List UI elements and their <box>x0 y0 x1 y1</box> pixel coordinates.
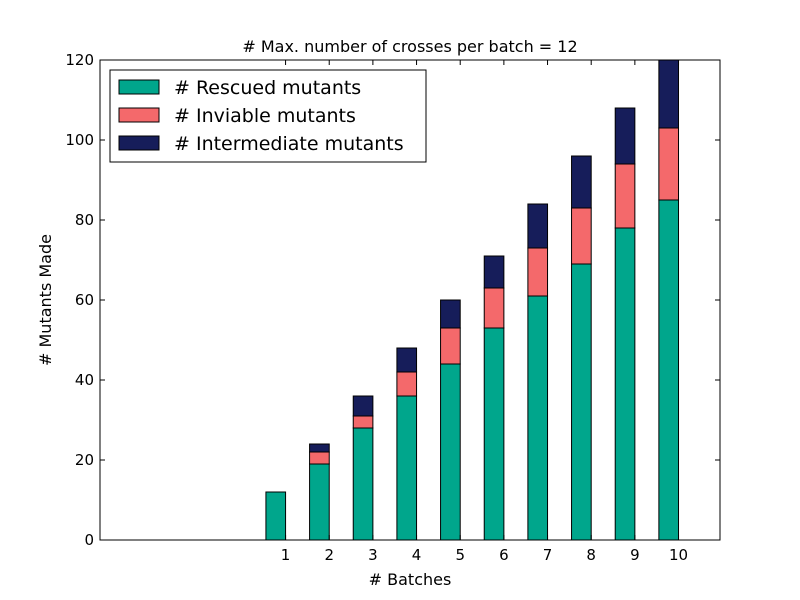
bar-segment-1-batch-10 <box>658 199 680 541</box>
bar-segment-1-batch-8 <box>571 263 592 541</box>
x-tick-label: 8 <box>586 546 596 564</box>
ticks-group: 0 20 40 60 80 100 120 1 2 3 4 5 6 7 8 9 10 <box>65 51 720 564</box>
legend-label-3: # Intermediate mutants <box>174 133 404 155</box>
bar-segment-3-batch-5 <box>440 299 461 329</box>
x-tick-label: 4 <box>412 546 422 564</box>
y-axis-label: # Mutants Made <box>36 234 55 366</box>
chart-title: # Max. number of crosses per batch = 12 <box>242 37 577 56</box>
bar-segment-3-batch-10 <box>658 59 680 129</box>
bar-segment-1-batch-3 <box>352 427 374 541</box>
legend-swatch-3 <box>118 135 160 151</box>
bars-group <box>265 59 680 541</box>
legend-frame <box>109 69 427 163</box>
x-tick-label: 10 <box>669 546 688 564</box>
bar-segment-3-batch-6 <box>483 255 505 289</box>
bar-segment-2-batch-7 <box>527 247 549 297</box>
legend-swatch-2 <box>118 107 160 123</box>
bar-segment-2-batch-6 <box>483 287 505 329</box>
legend-label-2: # Inviable mutants <box>174 105 356 127</box>
bar-segment-3-batch-3 <box>352 395 374 417</box>
legend-label-1: # Rescued mutants <box>174 77 361 99</box>
bar-segment-1-batch-1 <box>265 491 287 541</box>
bar-segment-1-batch-5 <box>440 363 461 541</box>
bar-segment-1-batch-7 <box>527 295 549 541</box>
bar-segment-1-batch-2 <box>309 463 330 541</box>
x-tick-label: 5 <box>455 546 465 564</box>
bar-segment-2-batch-4 <box>396 371 418 397</box>
bar-segment-3-batch-7 <box>527 203 549 249</box>
bar-segment-2-batch-8 <box>571 207 592 265</box>
y-tick-label: 60 <box>75 291 94 309</box>
legend: # Rescued mutants # Inviable mutants # Int… <box>109 69 427 163</box>
bar-segment-3-batch-8 <box>571 155 592 209</box>
bar-segment-2-batch-9 <box>614 163 636 229</box>
y-tick-label: 120 <box>65 51 94 69</box>
x-tick-label: 9 <box>630 546 640 564</box>
bar-segment-3-batch-2 <box>309 443 330 453</box>
x-tick-label: 3 <box>368 546 378 564</box>
bar-segment-2-batch-10 <box>658 127 680 201</box>
bar-segment-1-batch-9 <box>614 227 636 541</box>
y-tick-label: 40 <box>75 371 94 389</box>
bar-segment-3-batch-9 <box>614 107 636 165</box>
legend-swatch-1 <box>118 79 160 95</box>
bar-segment-1-batch-4 <box>396 395 418 541</box>
bar-segment-3-batch-4 <box>396 347 418 373</box>
bar-segment-2-batch-3 <box>352 415 374 429</box>
bar-segment-2-batch-2 <box>309 451 330 465</box>
bar-segment-1-batch-6 <box>483 327 505 541</box>
y-tick-label: 100 <box>65 131 94 149</box>
x-axis-label: # Batches <box>369 570 452 589</box>
bar-segment-2-batch-5 <box>440 327 461 365</box>
x-tick-label: 2 <box>324 546 334 564</box>
y-tick-label: 0 <box>84 531 94 549</box>
x-tick-label: 7 <box>543 546 553 564</box>
x-tick-label: 6 <box>499 546 509 564</box>
x-tick-label: 1 <box>281 546 291 564</box>
y-tick-label: 80 <box>75 211 94 229</box>
y-tick-label: 20 <box>75 451 94 469</box>
